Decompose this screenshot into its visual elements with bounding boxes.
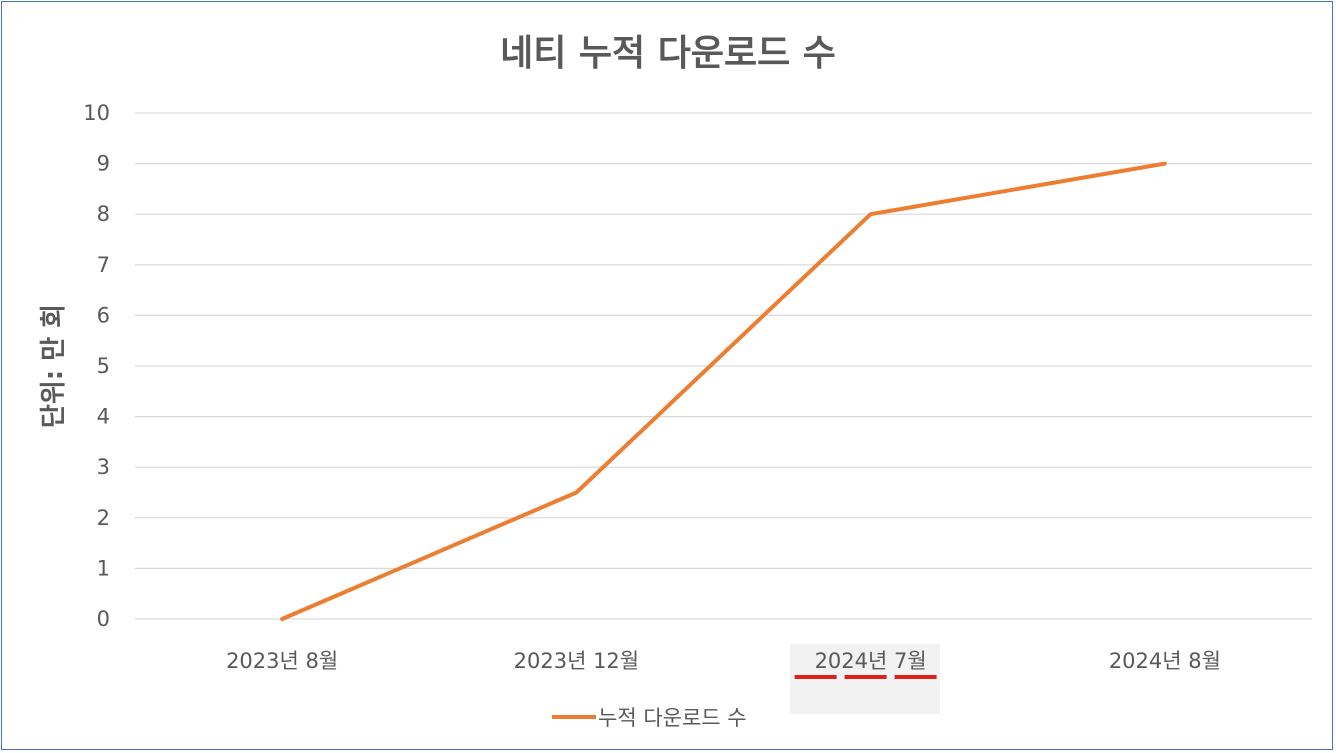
x-tick-labels: 2023년 8월 2023년 12월 2024년 7월 2024년 8월 [226, 649, 1221, 673]
y-tick-10: 10 [83, 101, 110, 125]
y-tick-8: 8 [97, 202, 110, 226]
y-tick-1: 1 [97, 556, 110, 580]
y-tick-3: 3 [97, 455, 110, 479]
y-tick-6: 6 [97, 303, 110, 327]
x-tick-3: 2024년 7월 [815, 649, 927, 673]
y-tick-2: 2 [97, 506, 110, 530]
y-axis-label: 단위: 만 회 [39, 304, 69, 428]
y-tick-4: 4 [97, 405, 110, 429]
legend-label-1: 누적 다운로드 수 [598, 706, 747, 730]
y-tick-0: 0 [97, 607, 110, 631]
chart-title: 네티 누적 다운로드 수 [500, 33, 836, 74]
series-lines [280, 161, 1167, 621]
x-tick-2: 2023년 12월 [514, 649, 639, 673]
y-tick-5: 5 [97, 354, 110, 378]
y-tick-9: 9 [97, 152, 110, 176]
legend: 누적 다운로드 수 [552, 706, 747, 730]
gridlines [135, 112, 1312, 620]
series-line-1 [280, 161, 1167, 621]
x-tick-1: 2023년 8월 [226, 649, 338, 673]
y-tick-7: 7 [97, 253, 110, 277]
x-tick-4: 2024년 8월 [1109, 649, 1221, 673]
y-tick-labels: 0 1 2 3 4 5 6 7 8 9 10 [83, 101, 110, 631]
